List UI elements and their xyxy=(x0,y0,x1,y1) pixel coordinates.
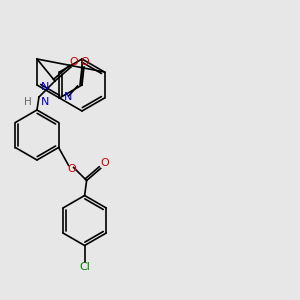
Text: O: O xyxy=(100,158,109,169)
Text: N: N xyxy=(64,92,72,102)
Text: Cl: Cl xyxy=(79,262,90,272)
Text: O: O xyxy=(67,164,76,175)
Text: H: H xyxy=(24,97,32,107)
Text: O: O xyxy=(70,57,78,67)
Text: N: N xyxy=(41,97,49,107)
Text: N: N xyxy=(41,82,49,92)
Text: O: O xyxy=(81,57,89,67)
